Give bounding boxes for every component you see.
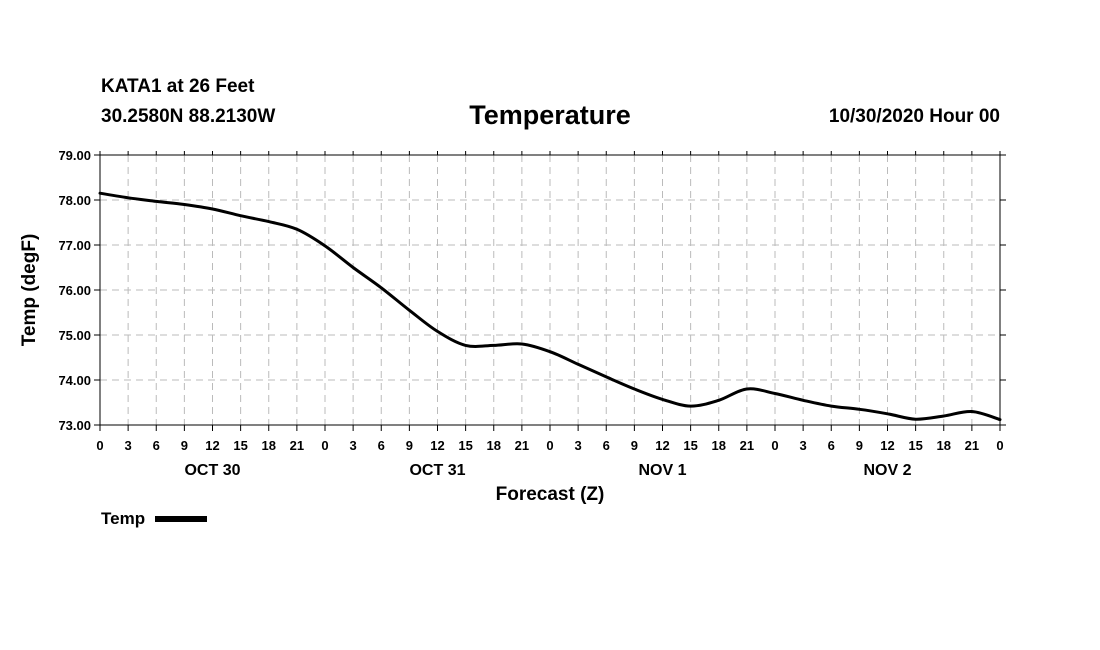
x-tick-label: 3 [125, 438, 132, 453]
station-coordinates: 30.2580N 88.2130W [101, 106, 276, 127]
x-tick-label: 12 [655, 438, 669, 453]
x-tick-label: 0 [771, 438, 778, 453]
labels-layer: 73.00 74.00 75.00 76.00 77.00 78.00 79.00 0 3 6 9 1… [58, 148, 1003, 479]
day-label: NOV 1 [638, 462, 686, 479]
legend-swatch [155, 516, 208, 522]
x-tick-label: 9 [856, 438, 863, 453]
legend: Temp [101, 509, 208, 529]
x-tick-label: 18 [262, 438, 276, 453]
x-tick-label: 15 [683, 438, 697, 453]
x-tick-label: 12 [880, 438, 894, 453]
y-tick-label: 76.00 [58, 283, 91, 298]
y-tick-label: 73.00 [58, 418, 91, 433]
x-tick-label: 12 [205, 438, 219, 453]
x-axis-title: Forecast (Z) [496, 484, 605, 505]
legend-label: Temp [101, 509, 146, 528]
series-layer [98, 191, 1002, 422]
x-tick-label: 6 [603, 438, 610, 453]
x-tick-label: 18 [937, 438, 951, 453]
day-label: OCT 30 [184, 462, 240, 479]
x-tick-label: 3 [350, 438, 357, 453]
x-tick-label: 3 [575, 438, 582, 453]
x-tick-label: 9 [406, 438, 413, 453]
station-label: KATA1 at 26 Feet [101, 76, 255, 97]
y-tick-label: 75.00 [58, 328, 91, 343]
day-label: OCT 31 [409, 462, 465, 479]
x-tick-label: 15 [233, 438, 247, 453]
ticks-layer [94, 151, 1006, 431]
y-axis-title: Temp (degF) [19, 234, 40, 347]
x-tick-label: 6 [153, 438, 160, 453]
x-tick-label: 21 [290, 438, 304, 453]
x-tick-label: 0 [546, 438, 553, 453]
series-line-temp [98, 191, 1002, 422]
x-tick-label: 6 [378, 438, 385, 453]
y-tick-label: 78.00 [58, 193, 91, 208]
x-tick-label: 21 [965, 438, 979, 453]
x-tick-label: 9 [181, 438, 188, 453]
forecast-datetime: 10/30/2020 Hour 00 [828, 106, 1000, 127]
y-tick-label: 74.00 [58, 373, 91, 388]
day-label: NOV 2 [863, 462, 911, 479]
y-tick-label: 79.00 [58, 148, 91, 163]
x-tick-label: 0 [321, 438, 328, 453]
y-tick-label: 77.00 [58, 238, 91, 253]
x-tick-label: 0 [996, 438, 1003, 453]
x-tick-label: 6 [828, 438, 835, 453]
chart-title: Temperature [469, 100, 631, 130]
x-tick-label: 21 [515, 438, 529, 453]
x-tick-label: 21 [740, 438, 754, 453]
x-tick-label: 9 [631, 438, 638, 453]
x-tick-label: 15 [908, 438, 922, 453]
x-tick-label: 12 [430, 438, 444, 453]
x-tick-label: 3 [800, 438, 807, 453]
x-tick-label: 18 [487, 438, 501, 453]
grid-layer [100, 155, 1000, 425]
x-tick-label: 15 [458, 438, 472, 453]
x-tick-label: 0 [96, 438, 103, 453]
x-tick-label: 18 [712, 438, 726, 453]
